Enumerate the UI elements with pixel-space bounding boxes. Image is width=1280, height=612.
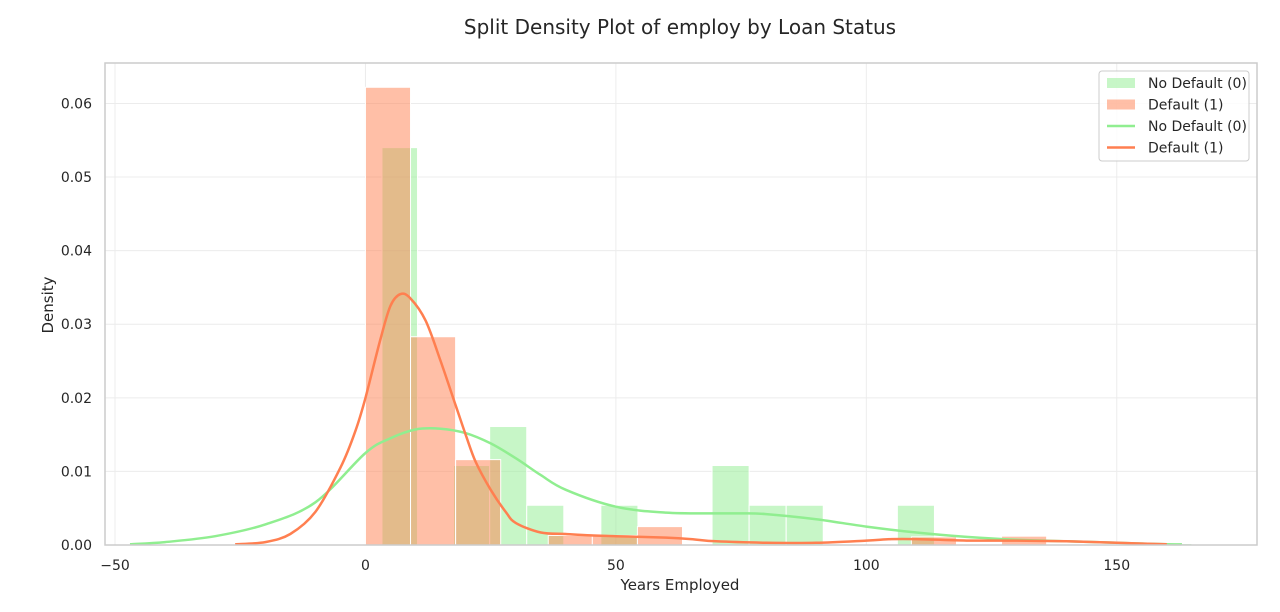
plot-frame: [104, 62, 1258, 546]
y-axis-label: Density: [39, 276, 57, 333]
x-tick-label: 50: [607, 558, 625, 574]
legend: No Default (0) Default (1) No Default (0) D…: [1098, 70, 1250, 162]
x-axis-label: Years Employed: [620, 576, 740, 594]
default-kde-line: [235, 292, 1167, 546]
x-tick-label: 150: [1103, 558, 1130, 574]
default-hist-bar: [455, 459, 502, 546]
x-tick-label: 0: [361, 558, 370, 574]
no_default-hist-bar: [526, 504, 565, 546]
default-hist-bar: [547, 534, 593, 546]
legend-swatch: [1107, 78, 1135, 88]
chart-title: Split Density Plot of employ by Loan Sta…: [464, 15, 896, 39]
y-tick-label: 0.00: [61, 538, 92, 554]
legend-label: No Default (0): [1148, 76, 1247, 92]
legend-label: Default (1): [1148, 141, 1223, 157]
no_default-hist-bar: [785, 504, 824, 546]
no_default-kde-line: [129, 427, 1182, 546]
x-tick-label: −50: [100, 558, 130, 574]
x-axis-ticks: −50 0 50 100 150: [100, 558, 1130, 574]
y-tick-label: 0.04: [61, 244, 92, 260]
y-tick-label: 0.01: [61, 464, 92, 480]
legend-box: [1098, 70, 1250, 162]
y-tick-label: 0.06: [61, 96, 92, 112]
x-tick-label: 100: [853, 558, 880, 574]
kde-curves: [129, 292, 1182, 546]
y-axis-ticks: 0.00 0.01 0.02 0.03 0.04 0.05 0.06: [61, 96, 92, 554]
legend-label: No Default (0): [1148, 119, 1247, 135]
histogram-bars: [364, 86, 1193, 546]
y-tick-label: 0.05: [61, 170, 92, 186]
no_default-hist-bar: [748, 504, 787, 546]
y-tick-label: 0.02: [61, 391, 92, 407]
no_default-hist-bar: [711, 465, 750, 546]
legend-swatch: [1107, 99, 1135, 110]
default-hist-bar: [410, 336, 457, 546]
y-tick-label: 0.03: [61, 317, 92, 333]
legend-label: Default (1): [1148, 98, 1223, 114]
